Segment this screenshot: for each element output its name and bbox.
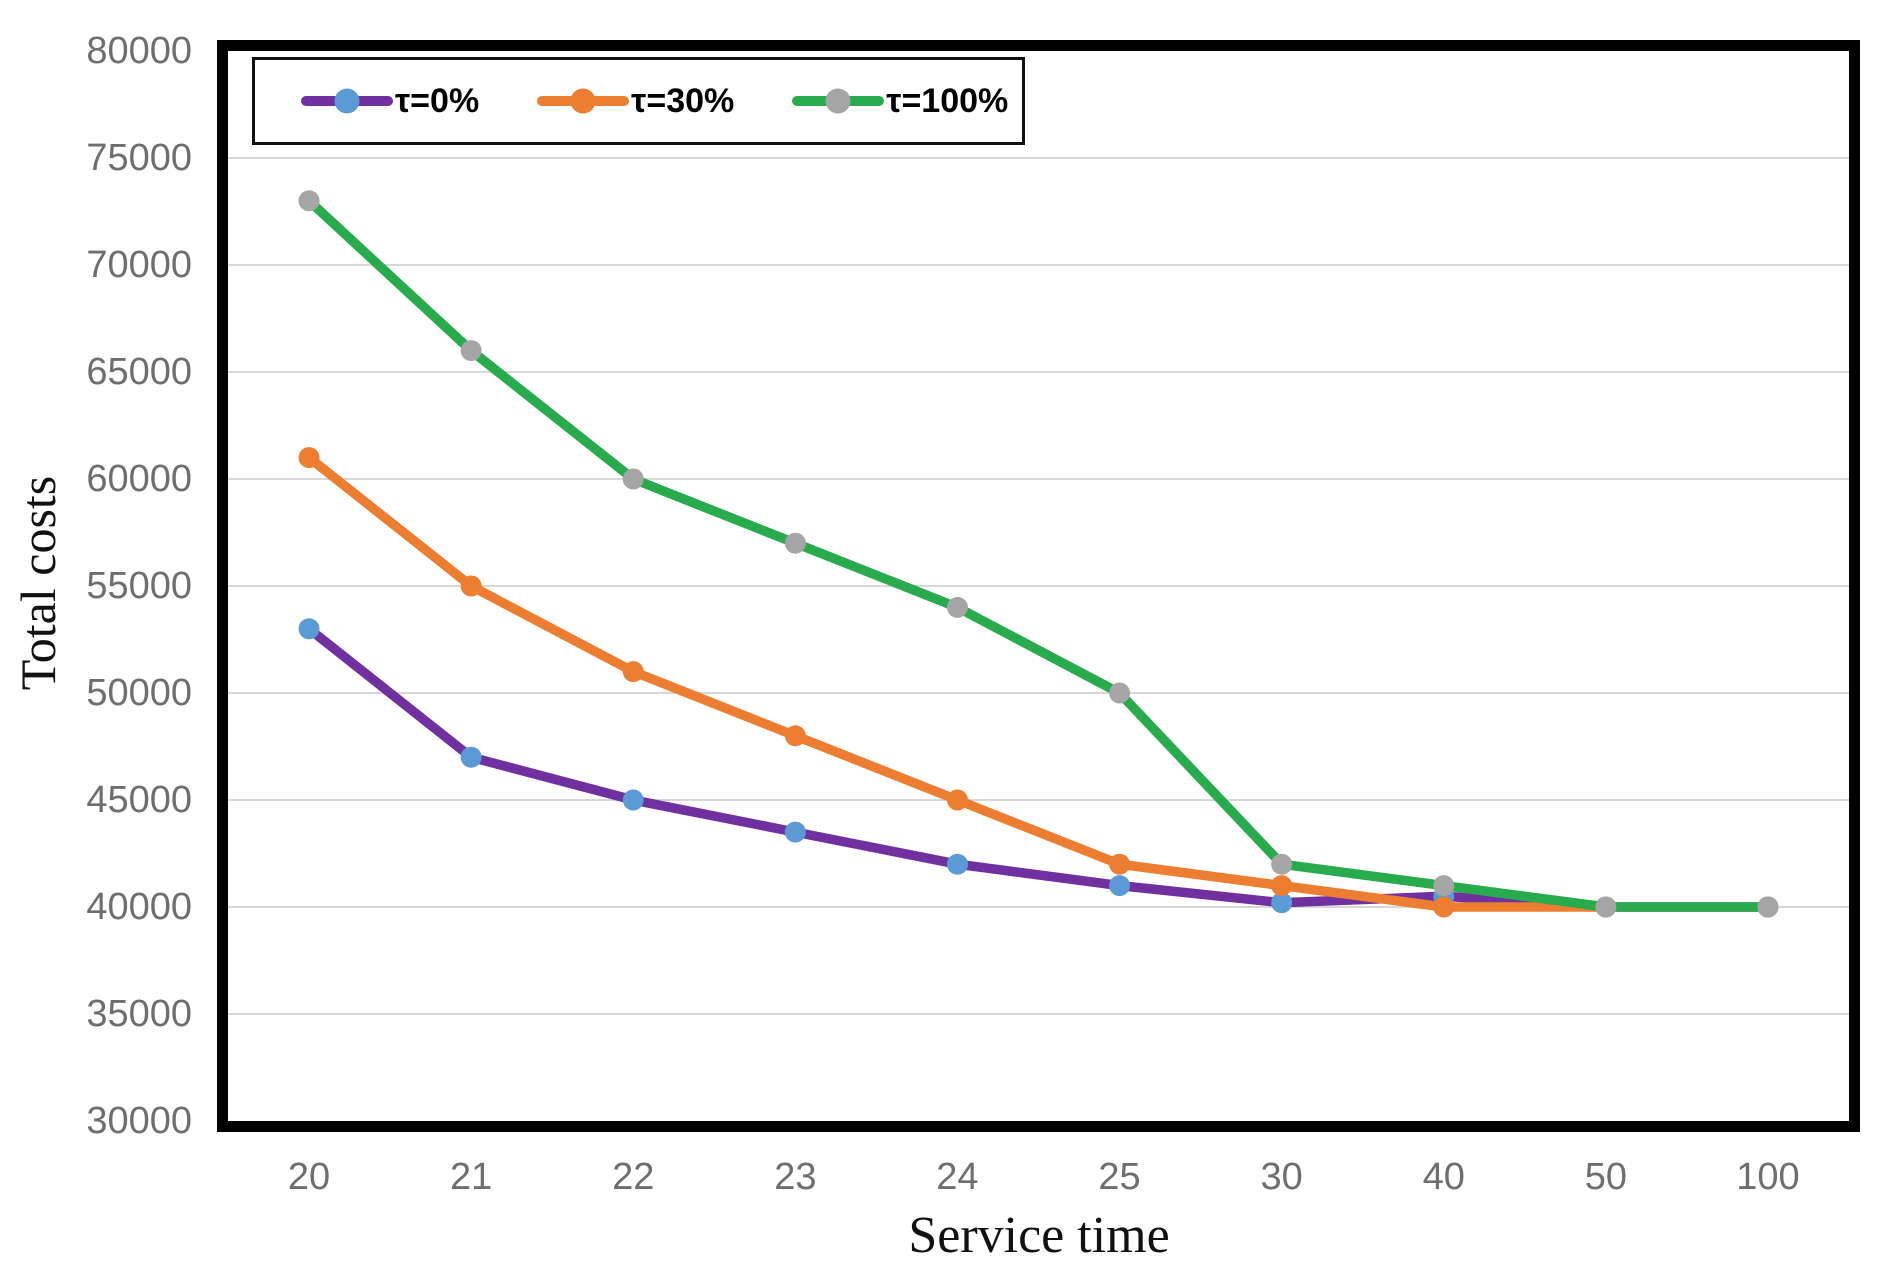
marker-30-x25 bbox=[1109, 853, 1131, 875]
legend-label-30: τ=30% bbox=[631, 81, 735, 120]
y-tick-label-65000: 65000 bbox=[86, 351, 192, 393]
y-tick-label-50000: 50000 bbox=[86, 672, 192, 714]
legend-marker-icon-0 bbox=[334, 88, 360, 114]
legend-item-30: τ=30% bbox=[537, 82, 734, 121]
marker-0-x21 bbox=[460, 746, 482, 768]
marker-30-x22 bbox=[622, 661, 644, 683]
marker-100-x20 bbox=[298, 190, 320, 212]
marker-100-x25 bbox=[1109, 682, 1131, 704]
x-tick-label-25: 25 bbox=[1098, 1156, 1141, 1198]
x-tick-label-21: 21 bbox=[450, 1156, 493, 1198]
legend-label-100: τ=100% bbox=[886, 81, 1009, 120]
marker-100-x22 bbox=[622, 468, 644, 490]
marker-100-x40 bbox=[1433, 875, 1455, 897]
y-tick-label-70000: 70000 bbox=[86, 244, 192, 286]
x-tick-label-24: 24 bbox=[936, 1156, 979, 1198]
plot-svg bbox=[228, 157, 1849, 1015]
y-tick-label-55000: 55000 bbox=[86, 565, 192, 607]
marker-0-x20 bbox=[298, 618, 320, 640]
marker-30-x20 bbox=[298, 447, 320, 469]
marker-30-x21 bbox=[460, 575, 482, 597]
marker-0-x23 bbox=[784, 821, 806, 843]
x-tick-label-23: 23 bbox=[774, 1156, 817, 1198]
y-tick-label-60000: 60000 bbox=[86, 458, 192, 500]
legend-item-0: τ=0% bbox=[301, 82, 479, 121]
y-tick-label-40000: 40000 bbox=[86, 886, 192, 928]
plot-area bbox=[217, 40, 1860, 1132]
x-axis-title: Service time bbox=[908, 1207, 1170, 1264]
y-tick-label-45000: 45000 bbox=[86, 779, 192, 821]
marker-0-x24 bbox=[946, 853, 968, 875]
marker-100-x100 bbox=[1757, 896, 1779, 918]
legend-line-swatch-100 bbox=[792, 88, 885, 114]
y-tick-label-35000: 35000 bbox=[86, 993, 192, 1035]
y-tick-label-30000: 30000 bbox=[86, 1100, 192, 1142]
legend-marker-icon-100 bbox=[825, 88, 851, 114]
marker-30-x24 bbox=[946, 789, 968, 811]
series-line-30 bbox=[304, 452, 1773, 912]
marker-0-x22 bbox=[622, 789, 644, 811]
x-tick-label-20: 20 bbox=[287, 1156, 331, 1198]
legend-item-100: τ=100% bbox=[792, 82, 1008, 121]
x-tick-label-100: 100 bbox=[1736, 1156, 1800, 1198]
x-tick-label-22: 22 bbox=[612, 1156, 655, 1198]
marker-30-x40 bbox=[1433, 896, 1455, 918]
legend-line-swatch-30 bbox=[537, 88, 630, 114]
marker-100-x21 bbox=[460, 340, 482, 362]
y-tick-label-80000: 80000 bbox=[86, 30, 192, 72]
x-tick-label-40: 40 bbox=[1422, 1156, 1465, 1198]
marker-100-x24 bbox=[946, 596, 968, 618]
marker-100-x50 bbox=[1595, 896, 1617, 918]
x-tick-label-50: 50 bbox=[1584, 1156, 1627, 1198]
x-tick-label-30: 30 bbox=[1260, 1156, 1303, 1198]
series-line-0 bbox=[304, 624, 1773, 912]
marker-30-x23 bbox=[784, 725, 806, 747]
marker-100-x23 bbox=[784, 532, 806, 554]
legend: τ=0% τ=30% τ=100% bbox=[252, 57, 1025, 145]
marker-0-x30 bbox=[1271, 892, 1293, 914]
legend-line-swatch-0 bbox=[301, 88, 393, 114]
legend-label-0: τ=0% bbox=[395, 81, 480, 120]
marker-100-x30 bbox=[1271, 853, 1293, 875]
legend-marker-icon-30 bbox=[570, 88, 596, 114]
y-tick-label-75000: 75000 bbox=[86, 137, 192, 179]
marker-30-x30 bbox=[1271, 875, 1293, 897]
marker-0-x25 bbox=[1109, 875, 1131, 897]
series-line-100 bbox=[304, 196, 1773, 912]
